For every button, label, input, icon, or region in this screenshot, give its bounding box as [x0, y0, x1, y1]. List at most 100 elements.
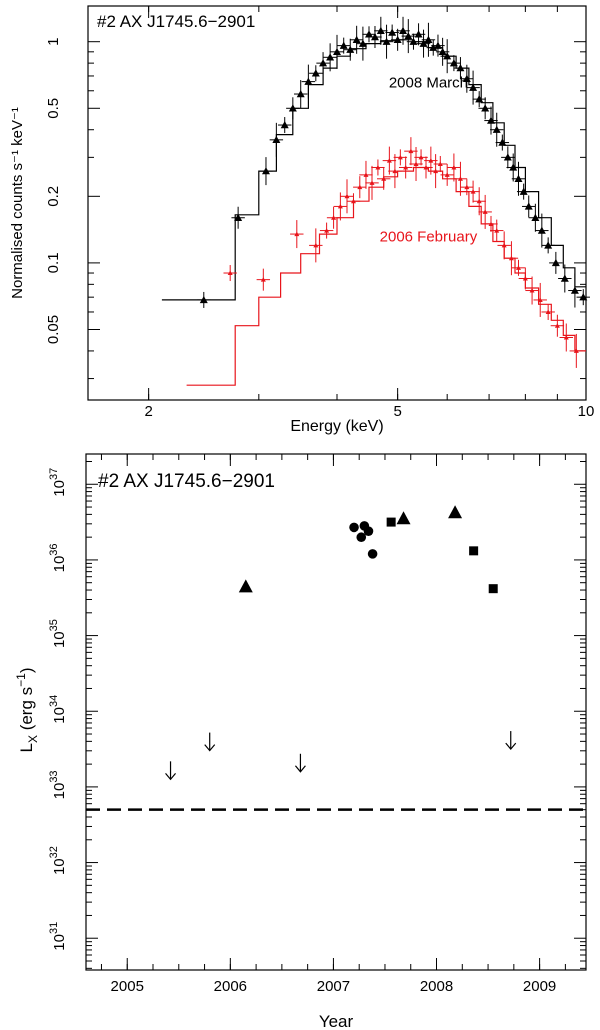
data-point	[385, 24, 399, 41]
x-tick-label: 10	[578, 403, 595, 420]
data-point	[309, 65, 323, 82]
triangle-marker	[537, 297, 543, 302]
triangle-marker	[346, 45, 355, 53]
y-tick-label: 1035	[48, 619, 68, 648]
triangle-marker	[199, 295, 208, 304]
triangle-marker	[294, 231, 300, 237]
triangle-marker	[418, 154, 424, 160]
triangle-marker	[404, 32, 413, 40]
triangle-marker	[487, 116, 496, 124]
data-point	[379, 24, 394, 59]
data-point	[409, 146, 423, 181]
data-point	[440, 39, 454, 74]
triangle-marker	[498, 138, 507, 146]
triangle-marker	[509, 163, 518, 171]
y-tick-exponent: 36	[48, 543, 60, 555]
data-point	[528, 203, 543, 232]
triangle-marker	[413, 161, 419, 166]
triangle-marker	[448, 505, 463, 519]
data-point	[568, 273, 582, 308]
lightcurve-panel: #2 AX J1745.6−2901 2005 2006 2007 2008 2009 1…	[14, 453, 587, 1030]
data-point	[541, 237, 555, 254]
triangle-marker	[365, 30, 374, 38]
ylabel-exp: −1	[14, 673, 28, 687]
triangle-marker	[437, 161, 443, 166]
data-point	[259, 157, 273, 186]
triangle-marker	[524, 202, 533, 210]
y-tick-label: 0.1	[45, 252, 62, 273]
data-point	[484, 215, 498, 232]
x-tick-label: 5	[393, 403, 401, 420]
y-tick-label: 1033	[48, 770, 68, 799]
data-point	[309, 228, 323, 263]
triangle-marker	[475, 95, 484, 103]
lightcurve-x-axis-label: Year	[319, 1012, 354, 1030]
data-point	[501, 146, 515, 169]
triangle-marker	[570, 286, 579, 294]
triangle-marker	[414, 30, 423, 38]
triangle-marker	[370, 33, 379, 41]
triangle-marker	[515, 265, 521, 270]
y-tick-base: 10	[51, 783, 68, 800]
spectrum-axis-ticks: 2 5 10 0.05 0.1 0.2 0.5 1	[45, 6, 594, 420]
data-point	[286, 97, 300, 120]
triangle-marker	[579, 293, 588, 301]
triangle-marker	[462, 74, 471, 82]
triangle-marker	[376, 26, 385, 35]
triangle-marker	[313, 242, 319, 248]
square-marker	[386, 517, 396, 527]
y-tick-label: 1	[45, 38, 62, 46]
data-point	[362, 26, 376, 43]
y-tick-label: 1036	[48, 543, 68, 572]
data-point	[353, 176, 367, 199]
triangle-marker	[392, 168, 398, 174]
spectrum-panel: #2 AX J1745.6−2901 2 5 10 0.05 0.1 0.2 0.5 1 20…	[9, 5, 594, 435]
triangle-marker	[261, 167, 270, 175]
triangle-marker	[438, 47, 447, 56]
ylabel-main: L	[17, 743, 36, 752]
y-tick-label: 0.2	[45, 186, 62, 207]
triangle-marker	[331, 215, 337, 220]
upper-limit-arrow	[294, 753, 306, 773]
triangle-marker	[324, 228, 330, 233]
series-annotation: 2008 March	[389, 75, 468, 92]
data-point	[522, 195, 536, 218]
triangle-marker	[476, 198, 482, 204]
triangle-marker	[352, 35, 361, 43]
data-point	[533, 282, 547, 317]
triangle-marker	[339, 41, 348, 49]
triangle-marker	[537, 226, 546, 234]
y-tick-label: 1032	[48, 846, 68, 875]
data-point	[256, 268, 271, 291]
data-point	[371, 159, 385, 176]
triangle-marker	[408, 148, 414, 154]
ylabel-sub: X	[26, 735, 40, 743]
triangle-marker	[545, 309, 551, 314]
triangle-marker	[503, 153, 512, 161]
data-point	[340, 179, 354, 214]
data-point	[460, 179, 474, 196]
upper-limit-arrow	[165, 761, 176, 781]
x-tick-label: 2006	[214, 978, 247, 995]
data-point	[356, 26, 370, 61]
triangle-marker	[428, 158, 434, 163]
data-point	[396, 16, 410, 45]
triangle-marker	[288, 104, 297, 112]
square-marker	[488, 584, 498, 594]
data-point	[466, 180, 480, 203]
data-point	[269, 122, 284, 157]
triangle-marker	[423, 164, 429, 170]
data-point	[550, 314, 565, 337]
data-point	[278, 117, 292, 134]
triangle-marker	[456, 64, 465, 72]
y-tick-exponent: 34	[48, 695, 60, 707]
triangle-marker	[573, 348, 579, 353]
y-tick-exponent: 37	[48, 468, 60, 480]
triangle-marker	[519, 187, 528, 195]
triangle-marker	[449, 59, 458, 67]
data-point	[541, 303, 555, 320]
data-point	[316, 52, 330, 75]
data-point	[559, 323, 573, 352]
triangle-marker	[508, 255, 514, 261]
